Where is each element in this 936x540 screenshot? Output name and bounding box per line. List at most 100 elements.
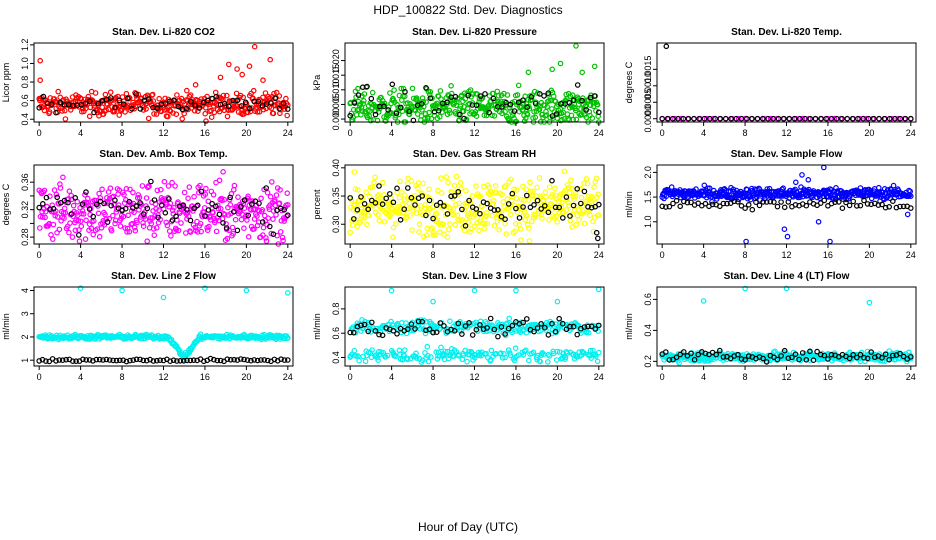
data-point (743, 238, 749, 245)
y-tick-label: 0.30 (331, 215, 341, 233)
data-point (505, 201, 512, 207)
data-point (192, 82, 199, 88)
y-tick-label: 0.0015 (643, 56, 653, 84)
data-point (396, 92, 403, 99)
x-tick-label: 8 (743, 128, 748, 138)
x-tick-label: 0 (348, 372, 353, 382)
data-point (404, 356, 411, 363)
data-point (549, 177, 555, 184)
data-point (260, 77, 266, 84)
data-point (116, 97, 123, 104)
data-point (413, 355, 420, 361)
data-point (408, 178, 415, 184)
x-tick-label: 16 (511, 250, 521, 260)
data-point (570, 323, 577, 330)
data-point (40, 93, 47, 100)
data-point (747, 196, 754, 203)
data-point (850, 198, 857, 205)
data-point (90, 213, 97, 220)
data-point (130, 189, 136, 196)
data-point (444, 211, 451, 217)
series-secondary (347, 315, 602, 340)
data-point (471, 223, 478, 230)
x-tick-label: 20 (241, 128, 251, 138)
data-point (221, 100, 228, 107)
data-point (855, 115, 861, 122)
data-point (886, 115, 893, 122)
data-point (473, 183, 479, 189)
data-point (153, 111, 160, 117)
data-point (404, 326, 411, 332)
data-point (222, 211, 228, 218)
data-point (139, 183, 146, 189)
data-point (578, 106, 584, 112)
data-point (581, 180, 587, 187)
data-point (462, 223, 469, 229)
data-point (716, 203, 723, 210)
data-point (568, 185, 575, 192)
data-point (67, 220, 73, 226)
data-point (462, 323, 469, 329)
data-point (379, 201, 386, 208)
data-point (756, 202, 763, 209)
data-point (565, 184, 572, 191)
y-tick-label: 0.32 (20, 201, 30, 219)
data-point (897, 115, 904, 122)
data-point (361, 201, 368, 207)
data-point (430, 215, 436, 222)
data-point (579, 69, 586, 76)
data-point (244, 357, 251, 363)
data-point (522, 347, 529, 354)
data-point (593, 229, 600, 236)
data-point (226, 61, 232, 68)
data-point (742, 285, 748, 292)
data-point (401, 206, 408, 213)
data-point (886, 204, 893, 210)
data-point (502, 183, 509, 189)
data-point (900, 203, 907, 210)
data-point (567, 218, 574, 224)
data-point (673, 354, 680, 361)
data-point (57, 185, 64, 191)
data-point (42, 214, 48, 221)
data-point (263, 235, 269, 241)
x-tick-label: 8 (743, 250, 748, 260)
data-point (363, 189, 370, 196)
data-point (720, 200, 727, 207)
data-point (436, 113, 443, 120)
x-tick-label: 24 (594, 372, 604, 382)
data-point (401, 192, 408, 199)
data-point (232, 216, 239, 223)
data-point (107, 185, 114, 192)
data-point (371, 179, 377, 186)
data-point (246, 63, 253, 69)
data-point (281, 357, 288, 363)
data-point (388, 287, 395, 294)
data-point (223, 225, 230, 231)
data-point (568, 177, 574, 184)
data-point (541, 93, 547, 99)
data-point (505, 325, 512, 332)
data-point (204, 97, 211, 104)
data-point (409, 85, 416, 92)
data-point (83, 189, 89, 195)
data-point (907, 193, 914, 200)
data-point (673, 197, 680, 204)
data-point (905, 193, 912, 200)
data-point (72, 227, 79, 234)
data-point (90, 231, 97, 238)
data-point (581, 324, 588, 330)
data-point (520, 319, 526, 326)
data-point (37, 77, 44, 84)
data-point (507, 211, 514, 218)
data-point (398, 85, 405, 92)
data-point (490, 95, 497, 102)
data-point (192, 102, 198, 109)
panel-title: Stan. Dev. Gas Stream RH (413, 149, 536, 160)
data-point (735, 115, 742, 122)
data-point (436, 229, 443, 235)
data-point (53, 191, 60, 198)
data-point (570, 202, 577, 209)
x-tick-label: 20 (552, 372, 562, 382)
data-point (258, 357, 264, 363)
